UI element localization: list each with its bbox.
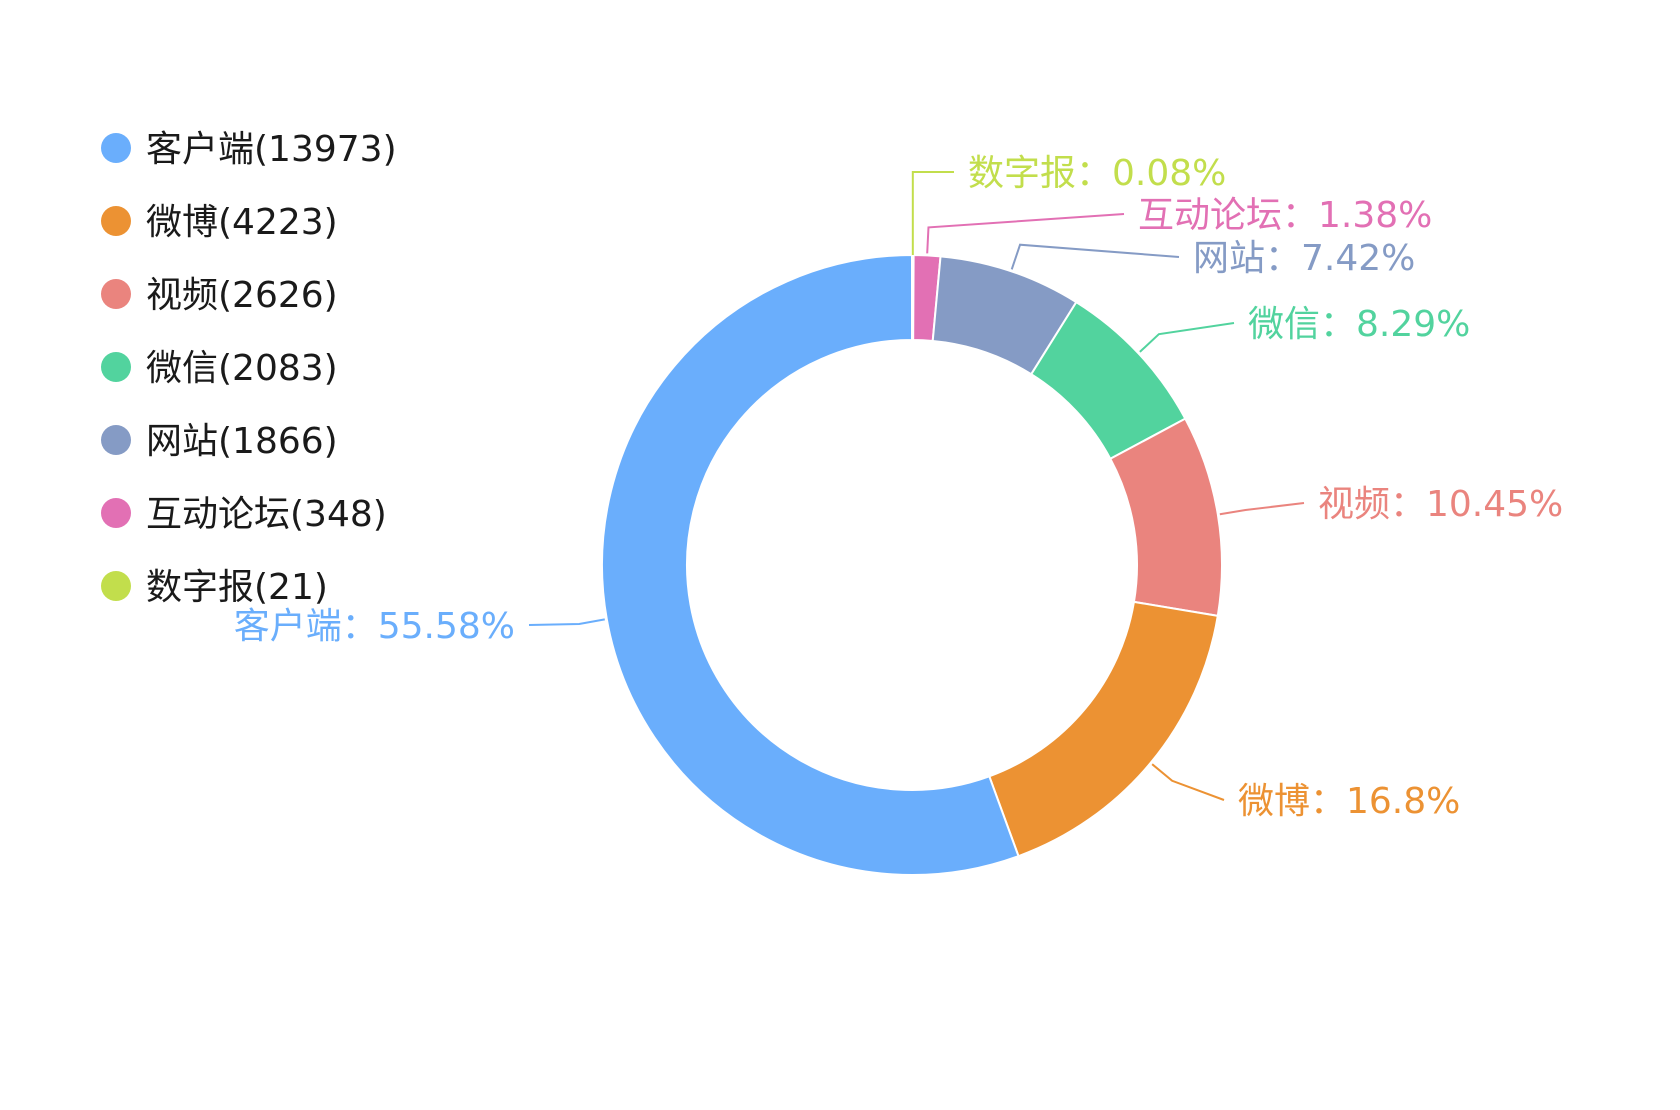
slice-label: 客户端：55.58%: [234, 606, 515, 647]
legend-marker: [101, 498, 131, 528]
legend-item[interactable]: 微博(4223): [101, 202, 338, 243]
legend-label: 视频(2626): [146, 275, 338, 316]
leader-line: [1151, 763, 1225, 801]
leader-line: [1219, 502, 1305, 516]
legend-label: 微信(2083): [146, 348, 338, 389]
leader-line: [1139, 322, 1235, 353]
pie-slice[interactable]: [988, 600, 1219, 858]
legend-label: 网站(1866): [146, 421, 338, 462]
legend-marker: [101, 133, 131, 163]
legend-item[interactable]: 互动论坛(348): [101, 494, 387, 535]
legend-item[interactable]: 网站(1866): [101, 421, 338, 462]
slice-label: 网站：7.42%: [1193, 238, 1415, 279]
legend-label: 客户端(13973): [146, 129, 397, 170]
legend-item[interactable]: 微信(2083): [101, 348, 338, 389]
legend-label: 互动论坛(348): [146, 494, 387, 535]
slice-label: 微博：16.8%: [1238, 781, 1460, 822]
slice-labels: 客户端：55.58% 微博：16.8% 视频：10.45% 微信：8.29% 网站：7.…: [234, 153, 1564, 822]
legend-marker: [101, 206, 131, 236]
legend-marker: [101, 571, 131, 601]
leader-line: [528, 618, 605, 626]
leader-line: [1010, 243, 1180, 270]
legend-item[interactable]: 数字报(21): [101, 567, 328, 608]
pie-slice[interactable]: [601, 253, 1020, 876]
legend-item[interactable]: 视频(2626): [101, 275, 338, 316]
legend-label: 微博(4223): [146, 202, 338, 243]
slice-label: 微信：8.29%: [1248, 304, 1470, 345]
slice-label: 数字报：0.08%: [968, 153, 1226, 194]
slices: [601, 253, 1223, 876]
legend-marker: [101, 279, 131, 309]
slice-label: 视频：10.45%: [1318, 484, 1563, 525]
legend-label: 数字报(21): [146, 567, 328, 608]
legend: 客户端(13973) 微博(4223) 视频(2626) 微信(2083) 网站(186…: [101, 129, 397, 608]
leader-line: [911, 171, 954, 256]
legend-marker: [101, 352, 131, 382]
leader-line: [926, 213, 1125, 254]
slice-label: 互动论坛：1.38%: [1138, 195, 1432, 236]
legend-item[interactable]: 客户端(13973): [101, 129, 397, 170]
legend-marker: [101, 425, 131, 455]
